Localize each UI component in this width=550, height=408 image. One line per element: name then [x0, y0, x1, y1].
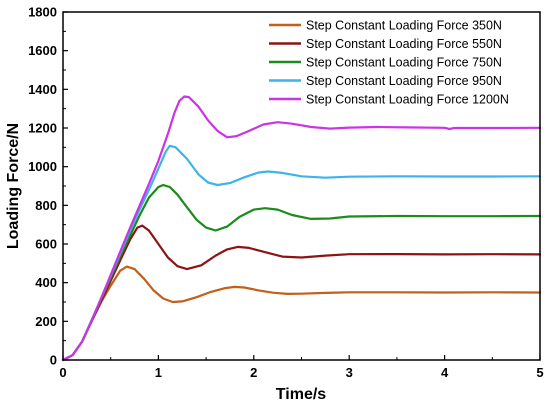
legend-entry-4: Step Constant Loading Force 950N [269, 74, 502, 88]
series-line-3 [61, 183, 542, 362]
legend-label-1: Step Constant Loading Force 350N [306, 19, 502, 33]
x-tick-label-1: 1 [155, 365, 162, 380]
series-line-5 [61, 95, 542, 362]
legend-label-4: Step Constant Loading Force 950N [306, 74, 502, 88]
y-tick-label-2: 400 [35, 275, 57, 290]
axis-ticks [62, 11, 541, 361]
x-tick-label-2: 2 [250, 365, 257, 380]
legend-entry-1: Step Constant Loading Force 350N [269, 19, 502, 33]
y-tick-label-8: 1600 [28, 43, 57, 58]
series-lines [61, 95, 542, 362]
legend-entry-5: Step Constant Loading Force 1200N [269, 93, 509, 107]
x-tick-label-5: 5 [536, 365, 543, 380]
legend-entry-2: Step Constant Loading Force 550N [269, 37, 502, 51]
y-tick-label-1: 200 [35, 314, 57, 329]
x-axis-title: Time/s [276, 386, 327, 403]
axis-tick-labels: 0 1 2 3 4 5 0 200 400 600 800 1000 1200 1400 1600 1800 [28, 5, 544, 381]
y-tick-label-9: 1800 [28, 5, 57, 20]
series-line-1 [61, 265, 542, 362]
y-tick-label-5: 1000 [28, 159, 57, 174]
legend-label-5: Step Constant Loading Force 1200N [306, 93, 509, 107]
y-tick-label-6: 1200 [28, 121, 57, 136]
series-line-4 [61, 144, 542, 362]
y-tick-label-0: 0 [50, 353, 57, 368]
legend-entry-3: Step Constant Loading Force 750N [269, 56, 502, 70]
y-axis-title: Loading Force/N [5, 123, 22, 249]
y-tick-label-3: 600 [35, 237, 57, 252]
y-tick-label-4: 800 [35, 198, 57, 213]
x-tick-label-4: 4 [441, 365, 449, 380]
x-tick-label-3: 3 [346, 365, 353, 380]
legend: Step Constant Loading Force 350N Step Con… [269, 19, 509, 107]
y-tick-label-7: 1400 [28, 82, 57, 97]
x-tick-label-0: 0 [59, 365, 66, 380]
legend-label-3: Step Constant Loading Force 750N [306, 56, 502, 70]
legend-label-2: Step Constant Loading Force 550N [306, 37, 502, 51]
